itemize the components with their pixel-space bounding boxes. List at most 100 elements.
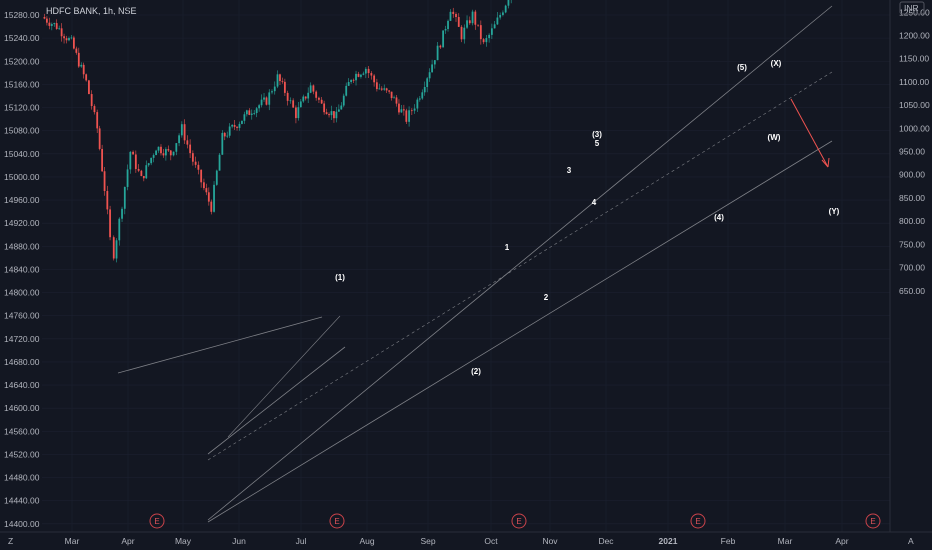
- candle-body: [428, 72, 431, 79]
- candle-body: [134, 154, 137, 169]
- candle-body: [393, 97, 395, 99]
- right-axis-bg: [890, 0, 932, 550]
- candle-body: [162, 153, 165, 156]
- candle-body: [142, 176, 145, 179]
- right-axis-tick: 700.00: [899, 263, 925, 273]
- earnings-event-icon: [329, 513, 345, 529]
- candle-body: [109, 209, 111, 238]
- projection-arrowhead: [821, 157, 830, 168]
- candle-body: [488, 34, 491, 39]
- candle-body: [504, 5, 507, 13]
- candle-body: [485, 38, 488, 43]
- candle-body: [297, 107, 300, 119]
- candle-body: [360, 74, 362, 77]
- left-axis-tick: 14520.00: [4, 449, 40, 459]
- candle-body: [413, 108, 416, 111]
- candle-body: [474, 11, 477, 25]
- candle-body: [265, 97, 268, 105]
- lower-channel-line: [207, 140, 833, 523]
- candle-body: [93, 106, 96, 113]
- candle-body: [279, 74, 281, 82]
- time-axis-tick: Sep: [420, 536, 435, 546]
- time-axis-tick: Dec: [598, 536, 614, 546]
- time-axis-tick: Feb: [721, 536, 736, 546]
- candle-body: [375, 82, 378, 90]
- candle-body: [118, 218, 121, 241]
- triangle-lower: [207, 346, 346, 455]
- right-axis-tick: 950.00: [899, 147, 925, 157]
- candle-body: [106, 191, 109, 210]
- candle-body: [258, 105, 261, 109]
- candle-body: [426, 78, 429, 88]
- candle-body: [333, 111, 335, 119]
- right-axis-tick: 1100.00: [899, 77, 929, 87]
- time-axis-tick: Apr: [121, 536, 134, 546]
- left-axis-tick: 14920.00: [4, 218, 40, 228]
- candle-body: [241, 120, 243, 124]
- wave-label: (X): [771, 59, 782, 68]
- candle-body: [421, 92, 424, 99]
- candle-body: [231, 124, 234, 127]
- candle-body: [330, 111, 333, 116]
- candle-body: [183, 124, 186, 141]
- candle-body: [63, 36, 65, 39]
- candle-body: [80, 64, 83, 67]
- candle-body: [405, 110, 408, 122]
- candle-body: [236, 126, 238, 128]
- candle-body: [160, 146, 162, 154]
- candle-body: [315, 91, 318, 98]
- candle-body: [253, 113, 256, 114]
- candle-body: [200, 169, 203, 183]
- axis-corner-left: Z: [8, 536, 13, 546]
- candle-body: [378, 88, 381, 90]
- wave-label: 5: [595, 139, 600, 148]
- candle-body: [145, 165, 148, 179]
- wave-label: 2: [544, 293, 549, 302]
- candle-body: [172, 151, 175, 156]
- left-axis-tick: 14560.00: [4, 426, 40, 436]
- candle-body: [115, 240, 118, 259]
- candle-body: [347, 82, 350, 86]
- candle-body: [463, 27, 466, 40]
- candle-body: [126, 169, 129, 187]
- candle-body: [299, 101, 302, 108]
- earnings-event-icon: [690, 513, 706, 529]
- candle-body: [271, 91, 273, 93]
- mid-channel-line: [207, 71, 833, 461]
- candle-body: [213, 184, 215, 212]
- candle-body: [191, 153, 194, 162]
- chart-title: HDFC BANK, 1h, NSE: [46, 6, 137, 16]
- currency-label: INR: [904, 3, 919, 13]
- right-axis-tick: 1000.00: [899, 123, 930, 133]
- left-axis-tick: 14680.00: [4, 357, 40, 367]
- wave-label: (1): [335, 273, 345, 282]
- candle-body: [53, 23, 56, 25]
- candle-body: [157, 146, 160, 151]
- candle-body: [132, 151, 134, 155]
- candle-body: [203, 182, 205, 189]
- candle-body: [320, 99, 323, 104]
- candle-body: [215, 170, 218, 185]
- candle-body: [46, 18, 48, 23]
- left-axis-tick: 14880.00: [4, 241, 40, 251]
- left-axis-tick: 15240.00: [4, 33, 40, 43]
- candle-body: [482, 39, 485, 43]
- time-axis-tick: Apr: [835, 536, 848, 546]
- candle-body: [295, 107, 297, 119]
- candle-body: [223, 132, 226, 137]
- candle-body: [345, 85, 348, 96]
- candle-body: [43, 16, 46, 19]
- candle-body: [499, 14, 502, 18]
- candle-body: [455, 13, 457, 18]
- candle-body: [147, 163, 150, 166]
- candle-body: [457, 17, 460, 27]
- candle-body: [65, 38, 68, 41]
- candle-body: [150, 157, 153, 164]
- candle-body: [250, 113, 253, 115]
- earnings-event-label: E: [516, 517, 521, 526]
- candle-body: [205, 188, 208, 193]
- candle-body: [479, 25, 482, 40]
- candle-body: [98, 128, 101, 149]
- candle-body: [471, 11, 474, 24]
